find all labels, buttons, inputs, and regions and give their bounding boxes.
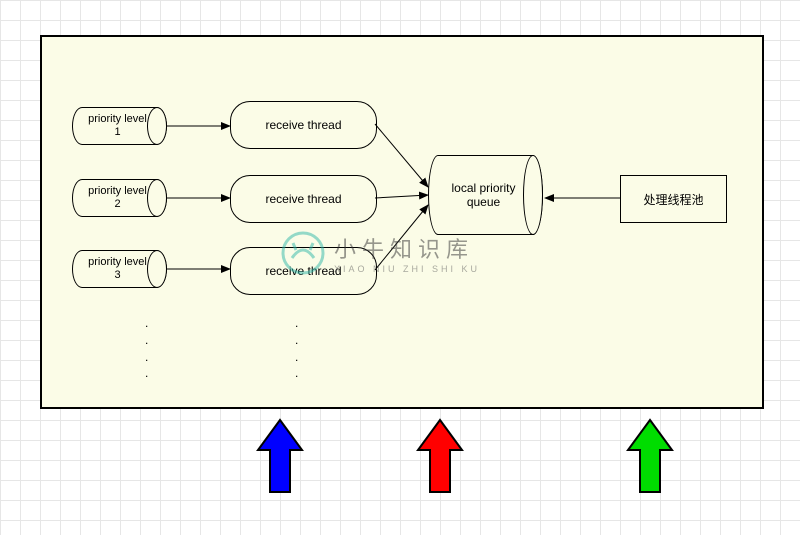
priority-level-1-label: priority level1 <box>88 113 151 139</box>
big-arrow-1 <box>258 420 302 492</box>
ellipsis-dots-2: .... <box>295 315 298 382</box>
receive-thread-3: receive thread <box>230 247 377 295</box>
receive-thread-2: receive thread <box>230 175 377 223</box>
thread-pool-label: 处理线程池 <box>643 191 703 208</box>
receive-thread-1: receive thread <box>230 101 377 149</box>
receive-thread-3-label: receive thread <box>265 264 341 278</box>
big-arrow-3 <box>628 420 672 492</box>
ellipsis-dots-1: .... <box>145 315 148 382</box>
priority-level-3: priority level3 <box>72 250 167 288</box>
priority-level-2: priority level2 <box>72 179 167 217</box>
local-priority-queue: local priorityqueue <box>428 155 543 235</box>
priority-level-1: priority level1 <box>72 107 167 145</box>
thread-pool-box: 处理线程池 <box>620 175 727 223</box>
big-arrows-group <box>258 420 672 492</box>
priority-level-3-label: priority level3 <box>88 256 151 282</box>
receive-thread-1-label: receive thread <box>265 118 341 132</box>
priority-level-2-label: priority level2 <box>88 185 151 211</box>
big-arrow-2 <box>418 420 462 492</box>
receive-thread-2-label: receive thread <box>265 192 341 206</box>
local-priority-queue-label: local priorityqueue <box>451 181 519 210</box>
